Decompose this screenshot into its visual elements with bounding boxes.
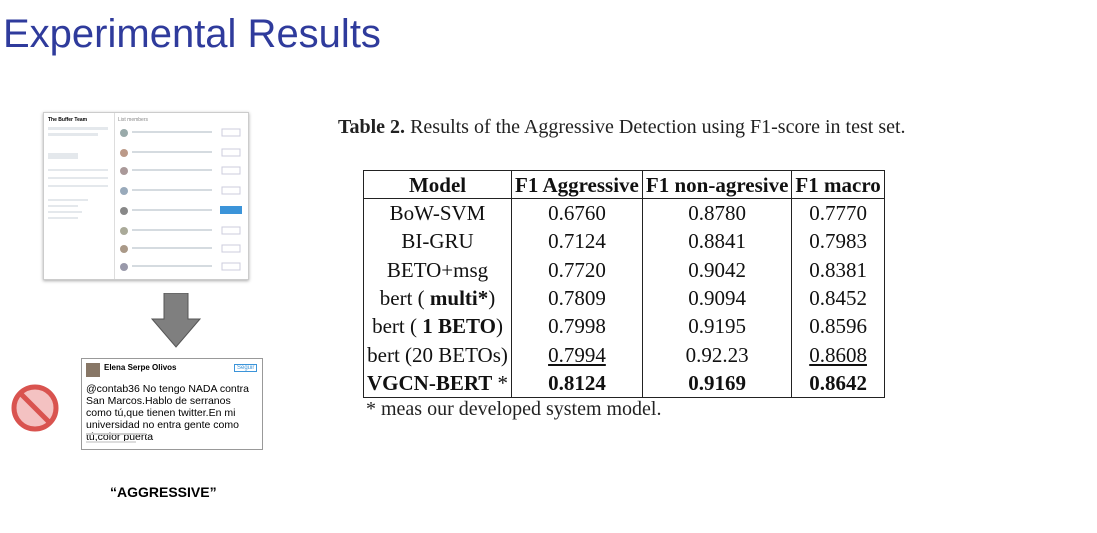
score-cell: 0.9169 [641,368,793,398]
column-header: F1 non-agresive [641,170,793,199]
table-row: VGCN-BERT * 0.8124 0.9169 0.8642 [362,368,885,398]
table-caption: Table 2. Results of the Aggressive Detec… [338,116,906,139]
score-cell: 0.8841 [641,227,793,256]
score-cell: 0.7124 [511,227,643,256]
footnote: * meas our developed system model. [366,398,662,420]
column-header: F1 macro [791,170,885,199]
model-cell: bert ( multi*) [362,283,513,313]
score-cell: 0.8596 [791,312,885,341]
column-header: Model [362,170,513,199]
arrow-down [150,293,202,348]
model-name: BoW-SVM [389,201,486,226]
score-cell: 0.8642 [791,368,885,398]
list-heading: List members [118,117,149,123]
table-row: BETO+msg 0.7720 0.9042 0.8381 [362,255,885,284]
score-cell: 0.9195 [641,312,793,341]
table-row: bert ( 1 BETO) 0.7998 0.9195 0.8596 [362,312,885,341]
tweet-author: Elena Serpe Olivos [104,363,177,372]
model-cell: bert (20 BETOs) [362,340,513,369]
score-cell: 0.7770 [791,198,885,228]
score-cell: 0.92.23 [641,340,793,369]
avatar [86,363,100,377]
score-cell: 0.6760 [511,198,643,228]
model-cell: BoW-SVM [362,198,513,228]
table-row: bert ( multi*) 0.7809 0.9094 0.8452 [362,283,885,313]
table-row: BoW-SVM 0.6760 0.8780 0.7770 [362,198,885,228]
column-header: F1 Aggressive [511,170,643,199]
table-row: bert (20 BETOs) 0.7994 0.92.23 0.8608 [362,340,885,369]
table-row: BI-GRU 0.7124 0.8841 0.7983 [362,227,885,256]
score-cell: 0.8608 [791,340,885,369]
results-table: Model F1 Aggressive F1 non-agresive F1 macr… [362,170,885,399]
list-mockup [48,127,242,271]
divider [114,113,115,279]
model-name: BI-GRU [401,229,474,254]
model-cell: BI-GRU [362,227,513,256]
header-row: Model F1 Aggressive F1 non-agresive F1 macr… [362,170,885,199]
model-cell: bert ( 1 BETO) [362,312,513,341]
model-name: 1 BETO [422,314,496,339]
tweet-screenshot: Elena Serpe Olivos Seguir @contab36 No t… [81,358,263,450]
score-cell: 0.8780 [641,198,793,228]
model-cell: VGCN-BERT * [362,368,513,398]
score-cell: 0.7994 [511,340,643,369]
follow-button: Seguir [234,364,258,372]
model-name: BETO+msg [386,257,489,282]
list-title: The Buffer Team [48,117,88,123]
model-name: multi* [429,286,489,311]
score-cell: 0.7983 [791,227,885,256]
table-body: BoW-SVM 0.6760 0.8780 0.7770 BI-GRU 0.7124 0.8… [362,198,885,398]
score-cell: 0.7998 [511,312,643,341]
model-name: VGCN-BERT [367,370,493,395]
model-name: ) [495,314,503,339]
caption-label: Table 2. [338,116,406,138]
score-cell: 0.7809 [511,283,643,313]
model-name: bert ( [379,286,430,311]
twitter-list-screenshot: The Buffer Team List members [43,112,249,280]
tweet-actions [86,433,146,435]
slide-title: Experimental Results [3,12,381,56]
score-cell: 0.7720 [511,255,643,284]
score-cell: 0.8381 [791,255,885,284]
model-cell: BETO+msg [362,255,513,284]
model-name: bert ( [372,314,423,339]
tweet-date [86,441,136,443]
model-name: bert (20 BETOs) [367,342,508,367]
score-cell: 0.9094 [641,283,793,313]
model-name: * [492,370,509,395]
score-cell: 0.9042 [641,255,793,284]
label: “AGGRESSIVE” [110,484,217,500]
score-cell: 0.8124 [511,368,643,398]
caption-text: Results of the Aggressive Detection usin… [410,116,906,138]
model-name: ) [488,286,496,311]
score-cell: 0.8452 [791,283,885,313]
prohibited-icon [11,384,59,432]
